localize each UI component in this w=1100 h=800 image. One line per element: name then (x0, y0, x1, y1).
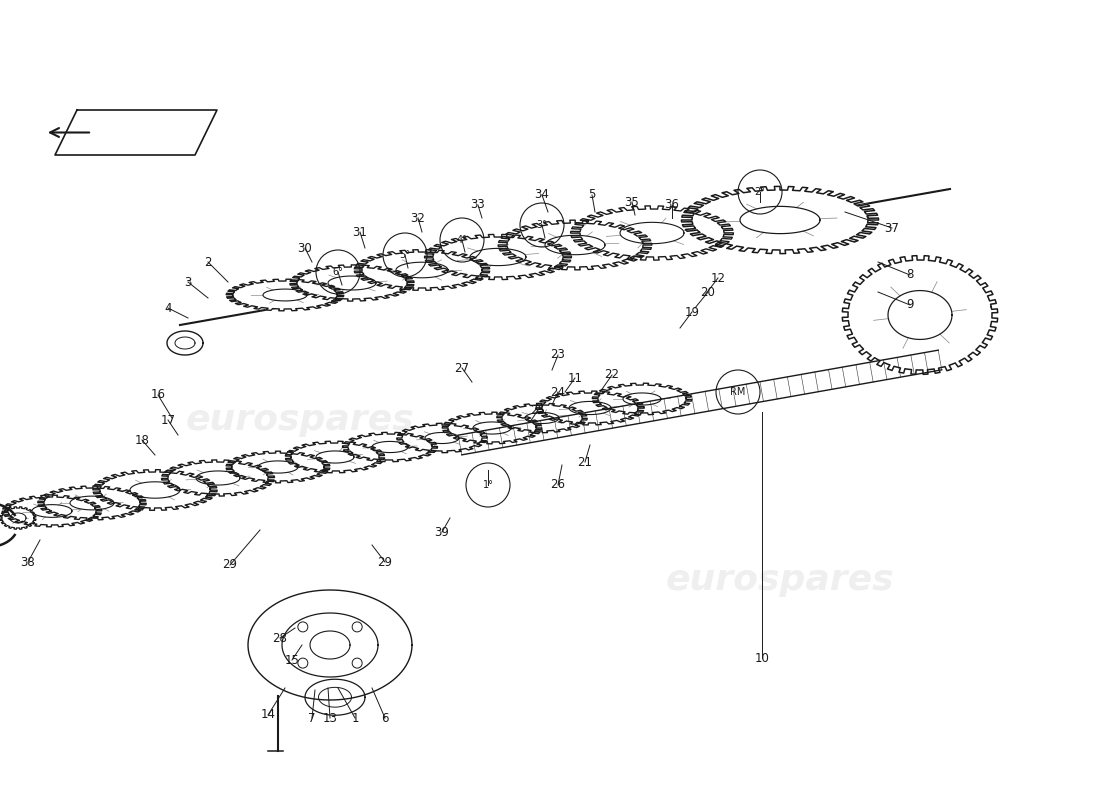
Text: eurospares: eurospares (666, 563, 894, 597)
Text: 5: 5 (588, 189, 596, 202)
Text: RM: RM (730, 387, 746, 397)
Text: 7: 7 (308, 711, 316, 725)
Polygon shape (497, 403, 587, 433)
Polygon shape (843, 256, 998, 374)
Text: 29: 29 (377, 555, 393, 569)
Circle shape (352, 658, 362, 668)
Text: 31: 31 (353, 226, 367, 238)
Text: 26: 26 (550, 478, 565, 491)
Polygon shape (397, 423, 487, 453)
Text: 17: 17 (161, 414, 176, 426)
Text: 4°: 4° (456, 235, 468, 245)
Text: 2°: 2° (755, 187, 766, 197)
Polygon shape (425, 234, 571, 279)
Polygon shape (681, 186, 879, 254)
Text: 4: 4 (164, 302, 172, 314)
Text: 5°: 5° (399, 250, 410, 260)
Polygon shape (442, 412, 541, 444)
Text: 13: 13 (322, 711, 338, 725)
Text: 33: 33 (471, 198, 485, 211)
Text: 23: 23 (551, 349, 565, 362)
Polygon shape (310, 631, 350, 659)
Text: 36: 36 (664, 198, 680, 211)
Text: 16: 16 (151, 389, 165, 402)
Circle shape (298, 622, 308, 632)
Polygon shape (0, 506, 36, 530)
Text: 6: 6 (382, 711, 388, 725)
Text: 3°: 3° (537, 220, 548, 230)
Text: 18: 18 (134, 434, 150, 446)
Polygon shape (290, 265, 414, 301)
Text: 21: 21 (578, 455, 593, 469)
Text: 19: 19 (684, 306, 700, 318)
Text: 35: 35 (625, 195, 639, 209)
Polygon shape (342, 432, 438, 462)
Polygon shape (354, 250, 490, 290)
Text: 32: 32 (410, 211, 426, 225)
Polygon shape (227, 451, 330, 483)
Polygon shape (2, 495, 101, 527)
Text: 10: 10 (755, 651, 769, 665)
Text: 39: 39 (434, 526, 450, 538)
Text: 27: 27 (454, 362, 470, 374)
Polygon shape (282, 613, 378, 677)
Text: 22: 22 (605, 369, 619, 382)
Text: 12: 12 (711, 271, 726, 285)
Text: 25: 25 (530, 403, 546, 417)
Polygon shape (285, 442, 385, 473)
Text: 29: 29 (222, 558, 238, 571)
Text: 38: 38 (21, 555, 35, 569)
Polygon shape (92, 470, 217, 510)
Polygon shape (305, 679, 365, 715)
Text: 20: 20 (701, 286, 715, 298)
Text: 28: 28 (273, 631, 287, 645)
Circle shape (298, 658, 308, 668)
Text: 34: 34 (535, 189, 549, 202)
Polygon shape (227, 279, 344, 311)
Polygon shape (536, 391, 645, 425)
Text: 37: 37 (884, 222, 900, 234)
Text: 3: 3 (185, 275, 191, 289)
Text: 24: 24 (550, 386, 565, 398)
Polygon shape (162, 460, 275, 496)
Text: 30: 30 (298, 242, 312, 254)
Polygon shape (37, 486, 146, 520)
Text: 15: 15 (285, 654, 299, 666)
Text: 11: 11 (568, 371, 583, 385)
Text: 2: 2 (205, 255, 211, 269)
Text: eurospares: eurospares (186, 403, 415, 437)
Polygon shape (592, 383, 692, 415)
Text: 14: 14 (261, 709, 275, 722)
Polygon shape (498, 220, 652, 270)
Text: 8: 8 (906, 269, 914, 282)
Text: 1°: 1° (483, 480, 494, 490)
Text: 6°: 6° (332, 267, 343, 277)
Circle shape (352, 622, 362, 632)
Polygon shape (571, 206, 734, 260)
Polygon shape (248, 590, 412, 700)
Text: 1: 1 (351, 711, 359, 725)
Text: 9: 9 (906, 298, 914, 311)
